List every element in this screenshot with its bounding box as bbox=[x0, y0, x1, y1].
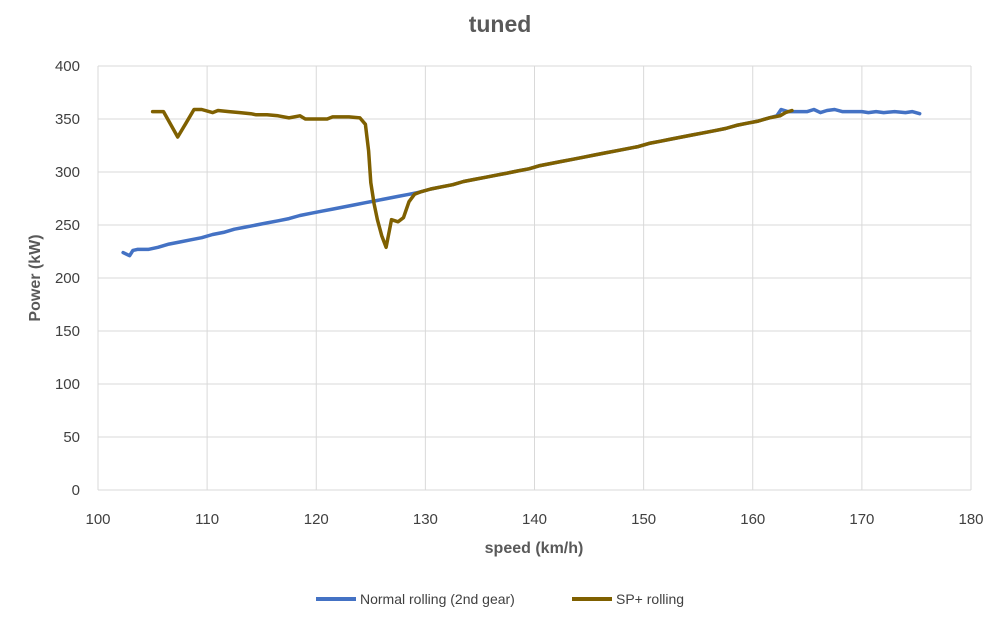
x-axis-label: speed (km/h) bbox=[485, 540, 584, 557]
y-tick-label: 250 bbox=[55, 217, 80, 234]
chart-title: tuned bbox=[469, 11, 532, 37]
y-tick-label: 100 bbox=[55, 376, 80, 393]
x-tick-label: 180 bbox=[958, 511, 983, 528]
x-tick-label: 100 bbox=[85, 511, 110, 528]
y-axis-ticks: 0 50 100 150 200 250 300 350 400 bbox=[55, 58, 80, 499]
y-tick-label: 400 bbox=[55, 58, 80, 75]
legend-label: SP+ rolling bbox=[616, 591, 684, 607]
gridlines bbox=[97, 65, 972, 491]
y-axis-label: Power (kW) bbox=[27, 234, 44, 321]
y-tick-label: 350 bbox=[55, 111, 80, 128]
legend-item-1: Normal rolling (2nd gear) bbox=[316, 591, 515, 607]
legend-label: Normal rolling (2nd gear) bbox=[360, 591, 515, 607]
y-tick-label: 50 bbox=[63, 429, 80, 446]
x-tick-label: 130 bbox=[413, 511, 438, 528]
x-tick-label: 110 bbox=[195, 511, 219, 528]
y-tick-label: 150 bbox=[55, 323, 80, 340]
x-tick-label: 140 bbox=[522, 511, 547, 528]
x-tick-label: 170 bbox=[849, 511, 874, 528]
series-lines bbox=[121, 107, 922, 258]
series-line-2 bbox=[150, 107, 794, 250]
legend-item-2: SP+ rolling bbox=[572, 591, 684, 607]
x-tick-label: 160 bbox=[740, 511, 765, 528]
x-axis-ticks: 100 110 120 130 140 150 160 170 180 bbox=[85, 511, 983, 528]
y-tick-label: 200 bbox=[55, 270, 80, 287]
x-tick-label: 120 bbox=[304, 511, 329, 528]
y-tick-label: 0 bbox=[72, 482, 80, 499]
y-tick-label: 300 bbox=[55, 164, 80, 181]
x-tick-label: 150 bbox=[631, 511, 656, 528]
chart-legend: Normal rolling (2nd gear) SP+ rolling bbox=[316, 591, 684, 607]
